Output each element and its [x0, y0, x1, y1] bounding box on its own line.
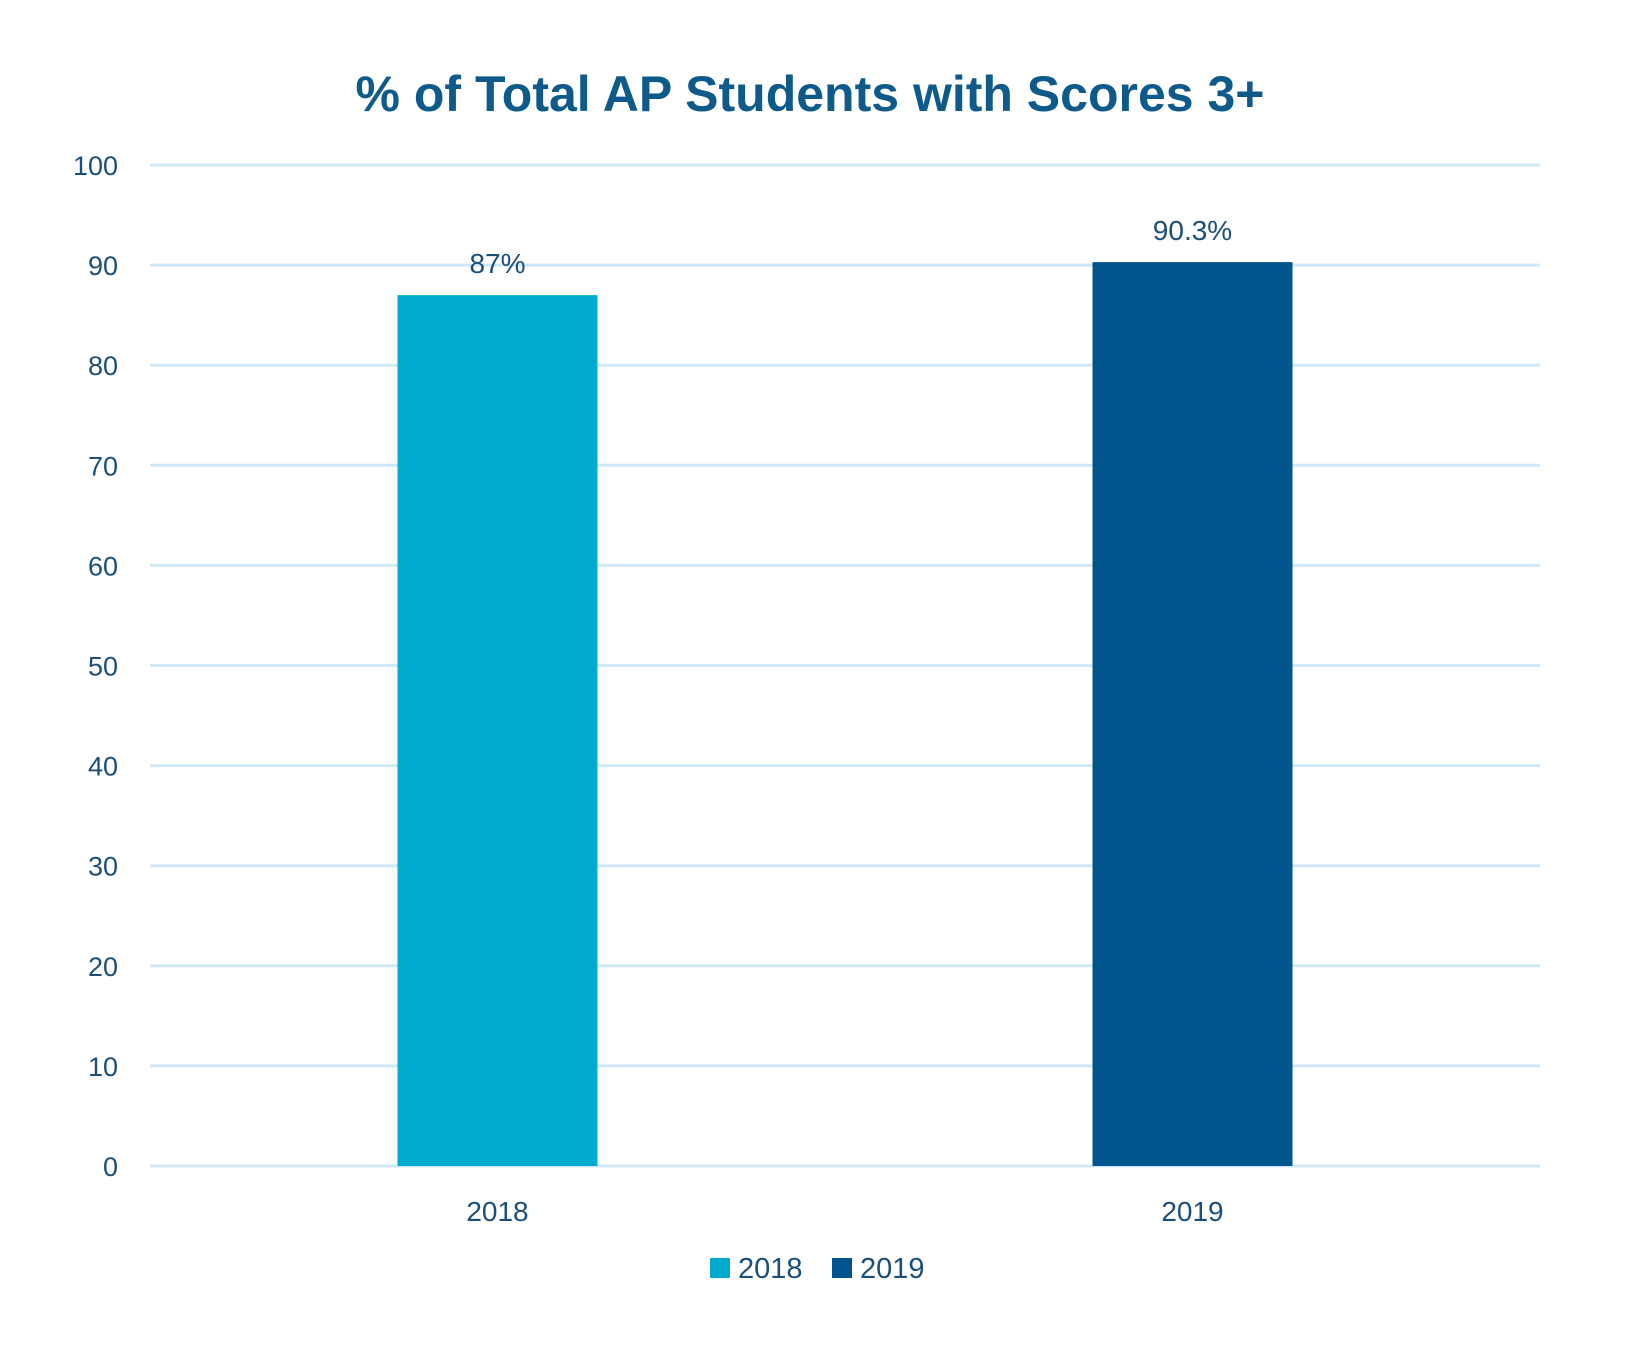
gridlines — [150, 163, 1540, 1168]
legend-label-2018: 2018 — [738, 1253, 803, 1285]
bars: 87% 90.3% — [397, 215, 1293, 1166]
data-label-2018: 87% — [469, 248, 525, 279]
legend-label-2019: 2019 — [860, 1253, 925, 1285]
y-tick-label-0: 0 — [103, 1152, 118, 1182]
legend: 2018 2019 — [710, 1253, 925, 1285]
y-tick-label-30: 30 — [88, 852, 118, 882]
x-category-label-2019: 2019 — [1161, 1196, 1223, 1227]
y-tick-label-10: 10 — [88, 1052, 118, 1082]
y-tick-label-90: 90 — [88, 251, 118, 281]
legend-swatch-2018 — [710, 1258, 730, 1278]
y-axis: 0 10 20 30 40 50 60 70 80 90 100 — [73, 151, 118, 1182]
y-tick-label-100: 100 — [73, 151, 118, 181]
y-tick-label-20: 20 — [88, 952, 118, 982]
bar-2018 — [397, 295, 598, 1166]
y-tick-label-40: 40 — [88, 752, 118, 782]
data-label-2019: 90.3% — [1153, 215, 1232, 246]
y-tick-label-50: 50 — [88, 652, 118, 682]
y-tick-label-60: 60 — [88, 551, 118, 581]
x-category-label-2018: 2018 — [466, 1196, 528, 1227]
chart-title: % of Total AP Students with Scores 3+ — [356, 66, 1265, 122]
y-tick-label-70: 70 — [88, 451, 118, 481]
y-tick-label-80: 80 — [88, 351, 118, 381]
bar-2019 — [1092, 262, 1293, 1166]
legend-swatch-2019 — [832, 1258, 852, 1278]
x-axis: 2018 2019 — [466, 1196, 1223, 1227]
